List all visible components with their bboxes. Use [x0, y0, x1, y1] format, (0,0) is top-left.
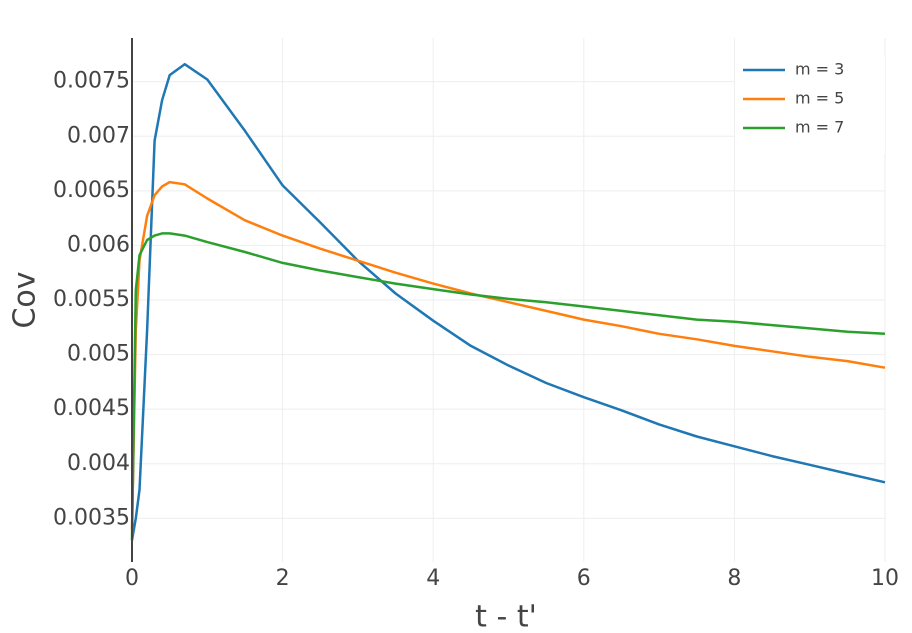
legend-box: [735, 56, 885, 154]
y-tick-label: 0.007: [67, 123, 130, 148]
x-tick-label: 8: [727, 566, 741, 591]
x-tick-label: 6: [577, 566, 591, 591]
legend-label: m = 5: [795, 89, 844, 108]
y-tick-label: 0.0065: [53, 178, 130, 203]
y-tick-label: 0.0035: [53, 505, 130, 530]
y-tick-label: 0.0075: [53, 69, 130, 94]
y-tick-label: 0.0055: [53, 287, 130, 312]
x-tick-label: 0: [125, 566, 139, 591]
series-line: [130, 62, 886, 541]
x-axis-title: t - t': [475, 600, 537, 633]
y-tick-label: 0.006: [67, 232, 130, 257]
legend-label: m = 7: [795, 118, 844, 137]
y-tick-label: 0.005: [67, 342, 130, 367]
y-tick-label: 0.0045: [53, 396, 130, 421]
plot-area: [130, 62, 886, 541]
y-tick-label: 0.004: [67, 451, 130, 476]
x-tick-label: 10: [871, 566, 899, 591]
y-axis-title: Cov: [8, 271, 43, 328]
legend-label: m = 3: [795, 60, 844, 79]
legend: m = 3 m = 5 m = 7: [735, 56, 885, 154]
series-line: [130, 232, 886, 541]
x-tick-label: 4: [426, 566, 440, 591]
series-line: [130, 180, 886, 530]
x-tick-label: 2: [276, 566, 290, 591]
